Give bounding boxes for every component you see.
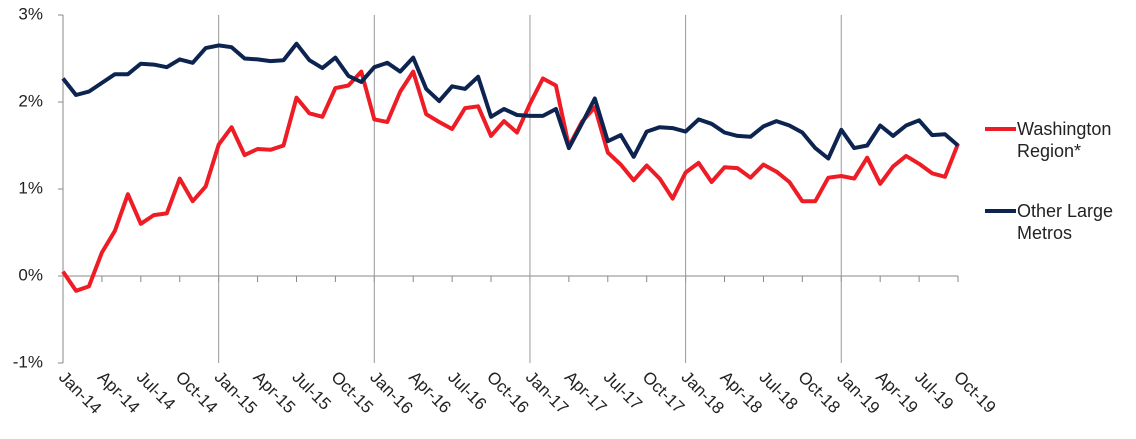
x-tick-label: Apr-14 bbox=[94, 368, 144, 418]
legend-label: Other Large Metros bbox=[1017, 201, 1114, 243]
x-tick-label: Oct-15 bbox=[327, 368, 377, 418]
x-tick-label: Jan-14 bbox=[55, 368, 105, 418]
legend-label: Washington Region* bbox=[1017, 119, 1112, 161]
x-tick-label: Apr-18 bbox=[717, 368, 767, 418]
x-tick-label: Jan-15 bbox=[211, 368, 261, 418]
x-tick-label: Oct-17 bbox=[639, 368, 689, 418]
y-tick-label: 0% bbox=[18, 265, 43, 284]
y-tick-label: -1% bbox=[13, 352, 43, 371]
y-tick-label: 2% bbox=[18, 91, 43, 110]
x-tick-label: Jan-19 bbox=[833, 368, 883, 418]
series-line bbox=[61, 69, 960, 293]
x-tick-label: Apr-17 bbox=[561, 368, 611, 418]
x-tick-label: Apr-16 bbox=[405, 368, 455, 418]
x-tick-label: Oct-19 bbox=[950, 368, 1000, 418]
x-tick-label: Jan-18 bbox=[678, 368, 728, 418]
x-tick-label: Oct-14 bbox=[172, 368, 222, 418]
x-tick-label: Jan-16 bbox=[366, 368, 416, 418]
y-tick-label: 3% bbox=[18, 4, 43, 23]
x-tick-label: Apr-15 bbox=[250, 368, 300, 418]
series-line bbox=[61, 41, 960, 161]
x-tick-label: Apr-19 bbox=[872, 368, 922, 418]
x-tick-label: Oct-16 bbox=[483, 368, 533, 418]
y-tick-label: 1% bbox=[18, 178, 43, 197]
x-tick-label: Jan-17 bbox=[522, 368, 572, 418]
x-tick-label: Oct-18 bbox=[794, 368, 844, 418]
